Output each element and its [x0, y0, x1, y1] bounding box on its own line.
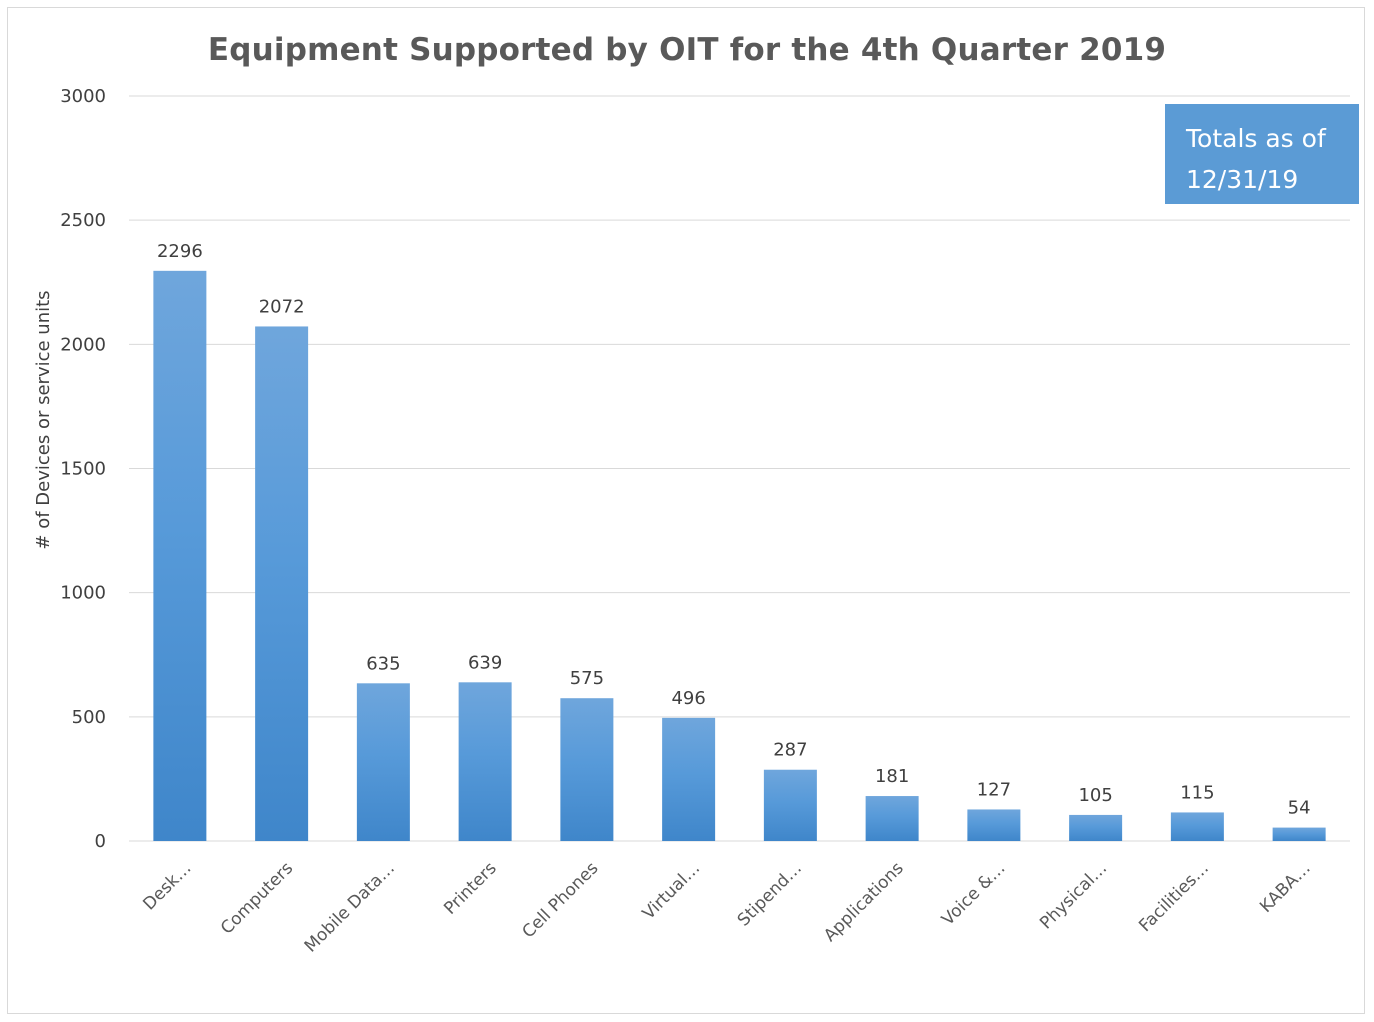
- chart-title: Equipment Supported by OIT for the 4th Q…: [207, 32, 1167, 68]
- bar: [1170, 812, 1224, 841]
- bar: [458, 682, 512, 841]
- y-tick-label: 2500: [60, 210, 106, 231]
- data-label: 496: [671, 688, 705, 709]
- chart-frame: [7, 7, 1365, 1014]
- y-tick-label: 500: [72, 707, 106, 728]
- y-tick-label: 3000: [60, 86, 106, 107]
- y-tick-label: 2000: [60, 334, 106, 355]
- x-category-label: Voice &…: [938, 858, 1009, 929]
- data-label: 635: [366, 653, 400, 674]
- bar: [967, 809, 1021, 841]
- bar: [356, 683, 410, 841]
- x-category-label: Computers: [217, 858, 297, 938]
- bar: [1272, 827, 1326, 841]
- x-category-label: KABA…: [1256, 858, 1315, 917]
- x-category-label: Applications: [820, 858, 908, 946]
- data-label: 115: [1180, 782, 1214, 803]
- data-label: 105: [1078, 785, 1112, 806]
- x-category-label: Facilities…: [1135, 858, 1213, 936]
- y-axis-ticks: 0 500 1000 1500 2000 2500 3000: [60, 86, 106, 852]
- x-category-label: Printers: [440, 858, 500, 918]
- x-category-label: Desk…: [139, 858, 195, 914]
- data-labels: 2296 2072 635 639 575 496 287 181 127 105 115 54: [157, 241, 1311, 819]
- y-tick-label: 0: [95, 831, 106, 852]
- bar: [865, 796, 919, 841]
- bar: [1069, 814, 1123, 841]
- bar: [560, 698, 614, 841]
- data-label: 287: [773, 740, 807, 761]
- bar: [763, 769, 817, 841]
- bar: [662, 717, 716, 841]
- bar: [153, 270, 207, 841]
- y-tick-label: 1000: [60, 583, 106, 604]
- data-label: 575: [570, 668, 604, 689]
- x-category-label: Physical…: [1036, 858, 1111, 933]
- data-label: 2072: [259, 296, 305, 317]
- gridlines: [129, 95, 1350, 842]
- bars: [153, 270, 1326, 841]
- x-category-label: Stipend…: [734, 858, 806, 930]
- data-label: 181: [875, 766, 909, 787]
- annotation-line-2: 12/31/19: [1186, 165, 1299, 194]
- x-category-label: Cell Phones: [518, 858, 602, 942]
- data-label: 2296: [157, 241, 203, 262]
- data-label: 639: [468, 652, 502, 673]
- y-tick-label: 1500: [60, 459, 106, 480]
- bar: [255, 326, 309, 841]
- x-axis-categories: Desk… Computers Mobile Data… Printers Cell P…: [139, 858, 1314, 956]
- x-category-label: Virtual…: [639, 858, 704, 923]
- data-label: 54: [1288, 798, 1311, 819]
- totals-annotation: Totals as of 12/31/19: [1165, 104, 1359, 204]
- x-category-label: Mobile Data…: [301, 858, 399, 956]
- y-axis-title: # of Devices or service units: [33, 290, 54, 549]
- data-label: 127: [977, 779, 1011, 800]
- annotation-line-1: Totals as of: [1186, 124, 1326, 153]
